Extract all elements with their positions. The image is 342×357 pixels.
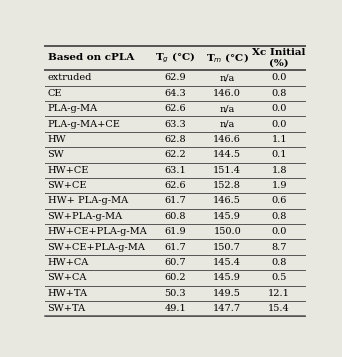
Text: n/a: n/a (220, 74, 235, 82)
Text: 49.1: 49.1 (165, 304, 186, 313)
Text: 61.7: 61.7 (165, 196, 186, 206)
Text: 50.3: 50.3 (165, 289, 186, 298)
Text: 0.0: 0.0 (272, 227, 287, 236)
Text: HW+TA: HW+TA (48, 289, 88, 298)
Text: 61.9: 61.9 (165, 227, 186, 236)
Text: 62.9: 62.9 (165, 74, 186, 82)
Text: 145.9: 145.9 (213, 273, 241, 282)
Text: 0.8: 0.8 (272, 258, 287, 267)
Text: 62.6: 62.6 (165, 104, 186, 113)
Text: extruded: extruded (48, 74, 92, 82)
Text: 146.6: 146.6 (213, 135, 241, 144)
Text: 12.1: 12.1 (268, 289, 290, 298)
Text: 0.6: 0.6 (272, 196, 287, 206)
Text: 0.8: 0.8 (272, 89, 287, 98)
Text: HW+CE+PLA-g-MA: HW+CE+PLA-g-MA (48, 227, 147, 236)
Text: n/a: n/a (220, 120, 235, 129)
Text: Based on cPLA: Based on cPLA (48, 54, 134, 62)
Text: SW: SW (48, 150, 64, 159)
Text: 146.0: 146.0 (213, 89, 241, 98)
Text: 152.8: 152.8 (213, 181, 241, 190)
Text: SW+TA: SW+TA (48, 304, 86, 313)
Text: HW+ PLA-g-MA: HW+ PLA-g-MA (48, 196, 128, 206)
Text: 62.6: 62.6 (165, 181, 186, 190)
Text: 63.1: 63.1 (165, 166, 186, 175)
Text: 62.8: 62.8 (165, 135, 186, 144)
Text: 60.2: 60.2 (165, 273, 186, 282)
Text: SW+CA: SW+CA (48, 273, 87, 282)
Text: 145.9: 145.9 (213, 212, 241, 221)
Text: 60.8: 60.8 (165, 212, 186, 221)
Text: 147.7: 147.7 (213, 304, 241, 313)
Text: Xc Initial
(%): Xc Initial (%) (252, 48, 306, 67)
Text: 149.5: 149.5 (213, 289, 241, 298)
Text: SW+CE: SW+CE (48, 181, 87, 190)
Text: 64.3: 64.3 (165, 89, 186, 98)
Text: HW: HW (48, 135, 66, 144)
Text: PLA-g-MA: PLA-g-MA (48, 104, 98, 113)
Text: 0.0: 0.0 (272, 120, 287, 129)
Text: 0.5: 0.5 (272, 273, 287, 282)
Text: 60.7: 60.7 (165, 258, 186, 267)
Text: SW+PLA-g-MA: SW+PLA-g-MA (48, 212, 123, 221)
Text: n/a: n/a (220, 104, 235, 113)
Text: 1.9: 1.9 (272, 181, 287, 190)
Text: T$_g$ (°C): T$_g$ (°C) (155, 51, 196, 65)
Text: 63.3: 63.3 (165, 120, 186, 129)
Text: T$_m$ (°C): T$_m$ (°C) (206, 51, 249, 65)
Text: 0.0: 0.0 (272, 74, 287, 82)
Text: 150.7: 150.7 (213, 243, 241, 252)
Text: 146.5: 146.5 (213, 196, 241, 206)
Text: 1.8: 1.8 (272, 166, 287, 175)
Text: 61.7: 61.7 (165, 243, 186, 252)
Text: HW+CA: HW+CA (48, 258, 89, 267)
Text: PLA-g-MA+CE: PLA-g-MA+CE (48, 120, 120, 129)
Text: CE: CE (48, 89, 62, 98)
Text: 150.0: 150.0 (213, 227, 241, 236)
Text: 0.0: 0.0 (272, 104, 287, 113)
Text: 151.4: 151.4 (213, 166, 241, 175)
Text: 0.1: 0.1 (272, 150, 287, 159)
Text: SW+CE+PLA-g-MA: SW+CE+PLA-g-MA (48, 243, 145, 252)
Text: 1.1: 1.1 (271, 135, 287, 144)
Text: 62.2: 62.2 (165, 150, 186, 159)
Text: 144.5: 144.5 (213, 150, 241, 159)
Text: 0.8: 0.8 (272, 212, 287, 221)
Text: 145.4: 145.4 (213, 258, 241, 267)
Text: 8.7: 8.7 (272, 243, 287, 252)
Text: HW+CE: HW+CE (48, 166, 89, 175)
Text: 15.4: 15.4 (268, 304, 290, 313)
